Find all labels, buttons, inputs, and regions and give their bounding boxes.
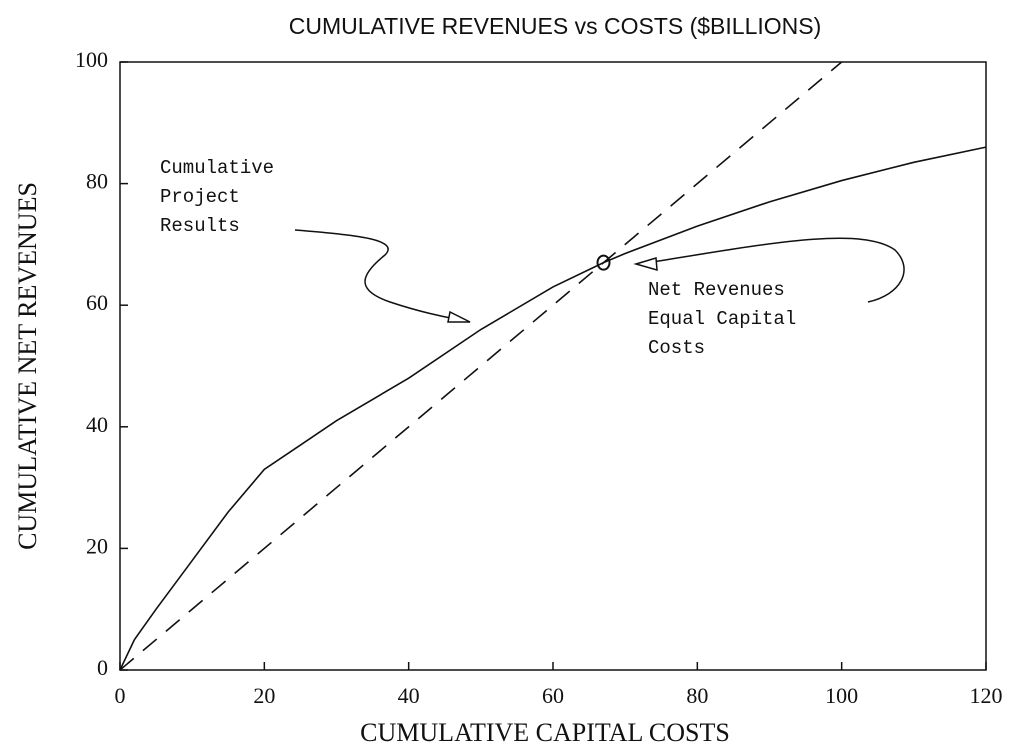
x-tick-label: 100 [825,683,858,708]
y-axis-title: CUMULATIVE NET REVENUES [13,182,42,550]
y-tick-label: 80 [86,169,108,194]
x-axis-title: CUMULATIVE CAPITAL COSTS [360,718,730,747]
y-tick-label: 40 [86,412,108,437]
annotation-arrow [294,229,471,323]
x-tick-label: 60 [542,683,564,708]
annotation-text: Cumulative [160,157,274,179]
intersection-marker [596,254,611,271]
annotation-text: Costs [648,337,705,359]
y-tick-label: 0 [97,655,108,680]
x-tick-label: 40 [398,683,420,708]
y-tick-label: 20 [86,533,108,558]
annotation-arrow [639,237,905,303]
annotation-text: Project [160,186,240,208]
annotation-text: Equal Capital [648,308,796,330]
plot-frame [119,61,987,671]
x-tick-label: 0 [115,683,126,708]
series-line [119,146,987,671]
annotation-text: Net Revenues [648,279,785,301]
y-tick-label: 100 [75,47,108,72]
series-line [119,61,843,671]
chart-title: CUMULATIVE REVENUES vs COSTS ($BILLIONS) [289,13,822,39]
arrow-head [447,310,471,323]
x-tick-label: 20 [253,683,275,708]
annotation-text: Results [160,215,240,237]
x-tick-label: 80 [686,683,708,708]
x-tick-label: 120 [970,683,1003,708]
arrow-head [633,257,658,272]
y-tick-label: 60 [86,290,108,315]
annotations: Cumulative Project Results Net Revenues Equa… [160,157,796,359]
